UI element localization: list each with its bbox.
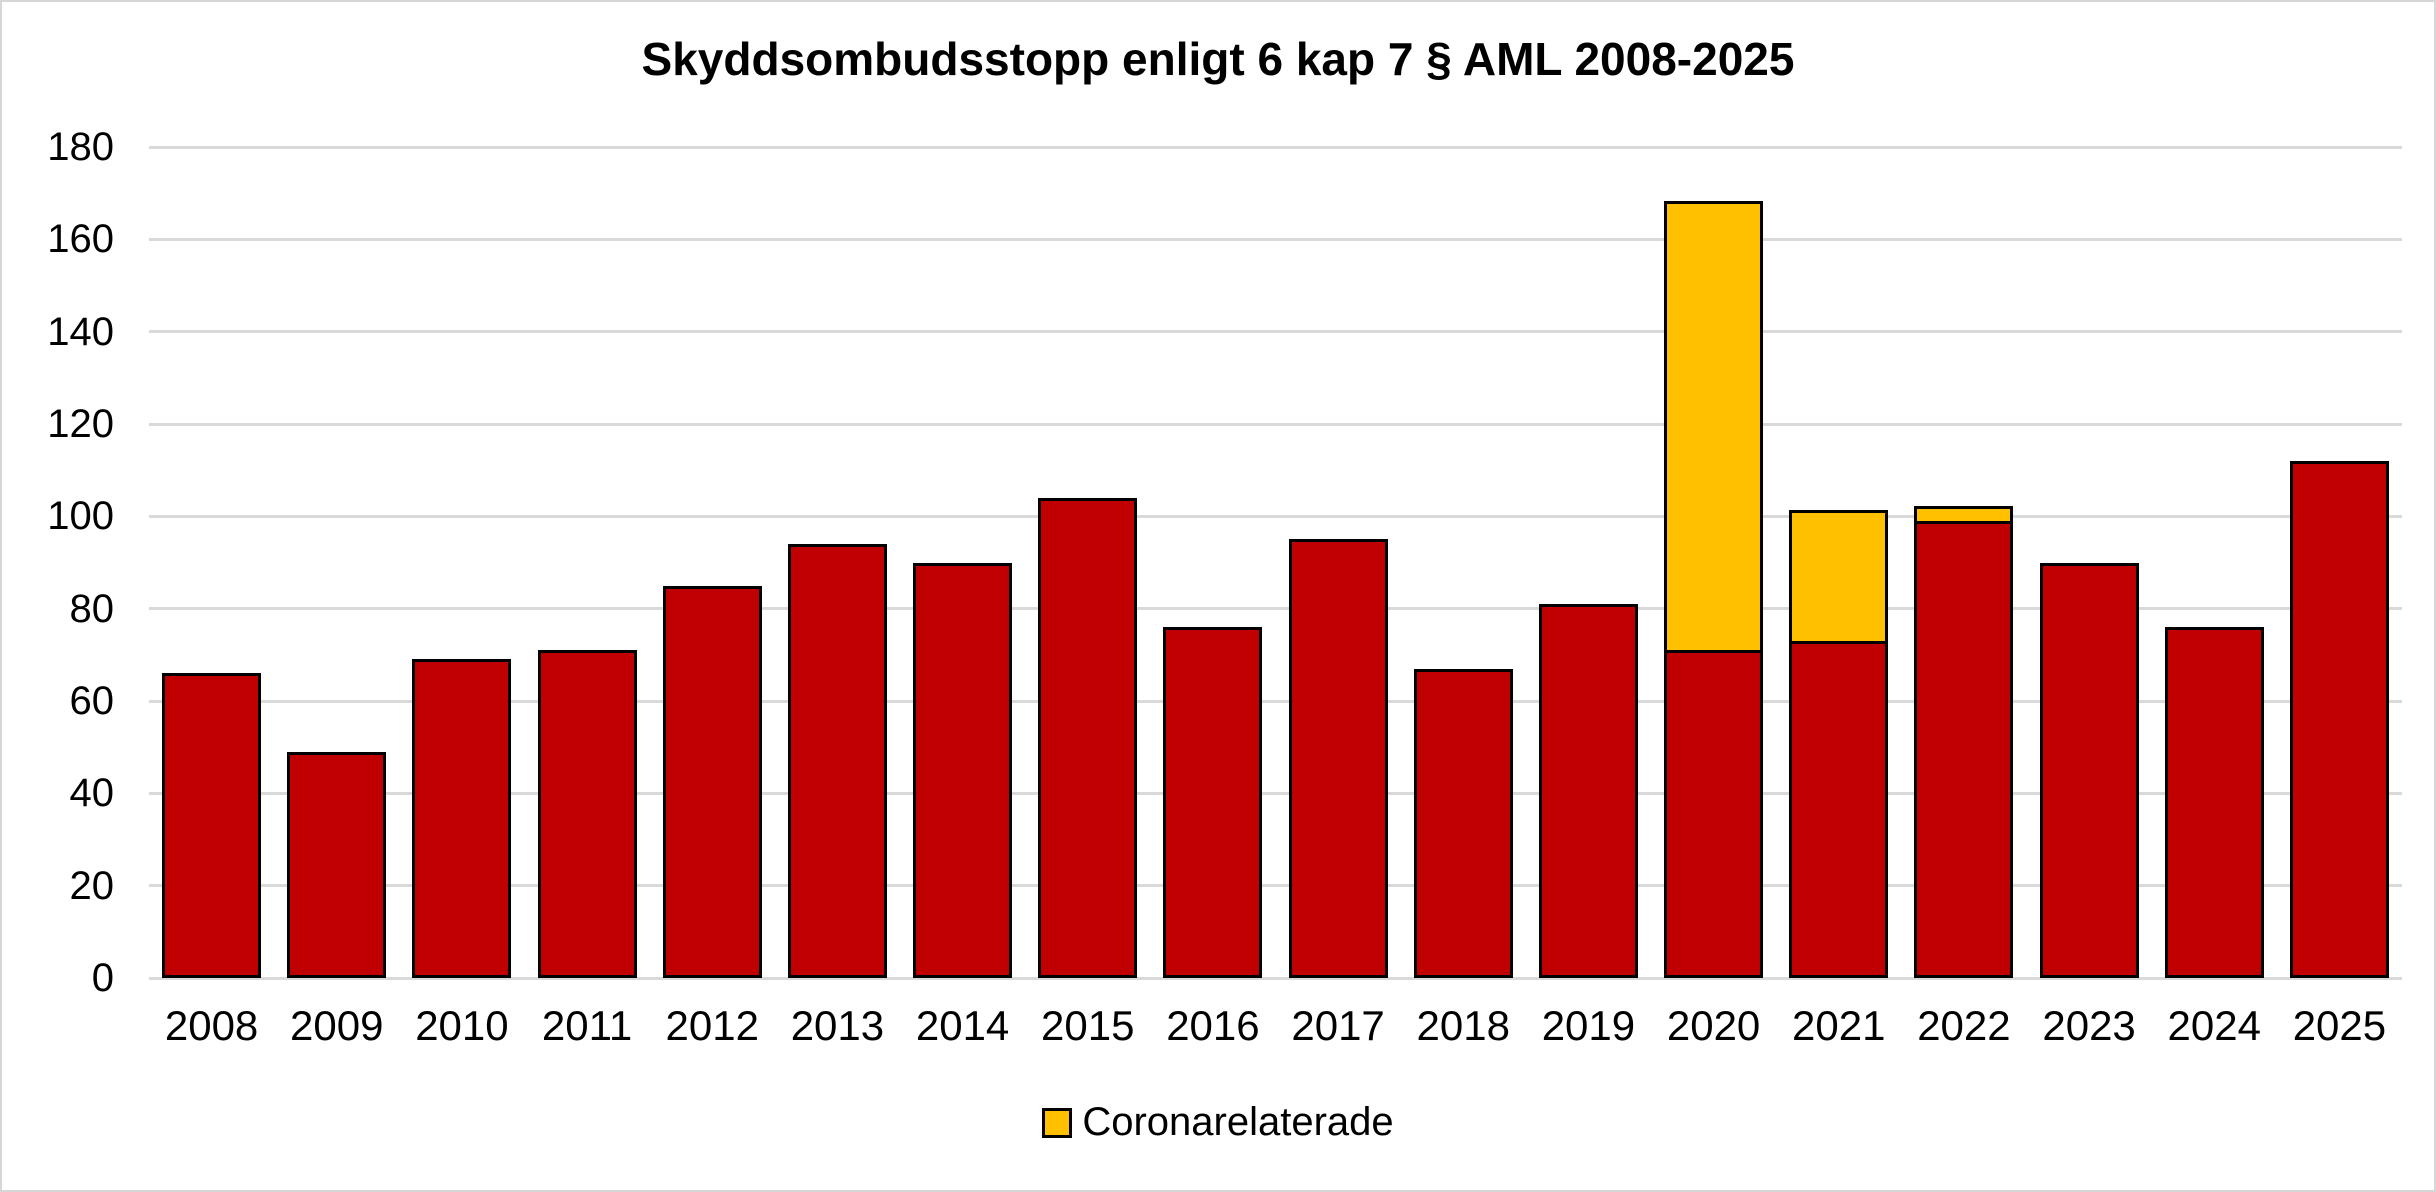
x-axis-tick-labels: 2008 2009 2010 2011 2012 2013 2014 2015 2016 2017… <box>149 1002 2402 1062</box>
bar-2016 <box>1163 627 1263 978</box>
bar-2011 <box>537 650 637 978</box>
bar-2015-ordinary-segment <box>1038 498 1138 978</box>
gridline-80 <box>149 607 2402 611</box>
chart-title: Skyddsombudsstopp enligt 6 kap 7 § AML 2… <box>641 33 1795 85</box>
bar-2012 <box>662 586 762 978</box>
bar-2016-ordinary-segment <box>1163 627 1263 978</box>
bar-2012-ordinary-segment <box>662 586 762 978</box>
y-tick-label-80: 80 <box>69 586 115 631</box>
x-axis-label-2011: 2011 <box>541 1002 633 1049</box>
y-tick-label-0: 0 <box>91 956 114 1000</box>
bar-2021-corona-segment <box>1789 510 1889 644</box>
x-axis-label-2021: 2021 <box>1792 1002 1886 1049</box>
x-axis-label-2008: 2008 <box>164 1002 259 1049</box>
x-axis-label-2016: 2016 <box>1166 1002 1260 1049</box>
x-axis-label-2014: 2014 <box>915 1002 1010 1049</box>
bar-2023-ordinary-segment <box>2039 563 2139 978</box>
gridline-0 <box>149 976 2402 980</box>
x-axis-label-2024: 2024 <box>2167 1002 2261 1049</box>
y-tick-label-40: 40 <box>69 771 115 816</box>
legend-label: Coronarelaterade <box>1082 1100 1394 1144</box>
x-axis-label-2010: 2010 <box>415 1002 509 1049</box>
bar-2022 <box>1914 506 2014 978</box>
x-axis-label-2025: 2025 <box>2292 1002 2387 1049</box>
y-tick-label-120: 120 <box>47 402 114 446</box>
x-axis-label-2017: 2017 <box>1291 1002 1385 1049</box>
bar-2013-ordinary-segment <box>787 544 887 978</box>
x-axis-label-2020: 2020 <box>1666 1002 1761 1049</box>
legend-swatch-coronarelaterade <box>1042 1107 1073 1138</box>
gridline-40 <box>149 791 2402 795</box>
y-tick-label-160: 160 <box>47 217 114 262</box>
bar-2021-ordinary-segment <box>1789 641 1889 978</box>
bar-2018-ordinary-segment <box>1413 669 1513 978</box>
y-tick-label-140: 140 <box>47 309 114 354</box>
bar-2022-ordinary-segment <box>1914 521 2014 978</box>
bar-2024-ordinary-segment <box>2164 627 2264 978</box>
x-axis-label-2009: 2009 <box>290 1002 384 1049</box>
gridline-60 <box>149 699 2402 703</box>
bar-2020-ordinary-segment <box>1664 650 1764 978</box>
bar-2020-corona-segment <box>1664 201 1764 653</box>
x-axis-label-2019: 2019 <box>1541 1002 1636 1049</box>
bar-2017-ordinary-segment <box>1288 539 1388 978</box>
plot-area <box>149 145 2402 980</box>
bar-2021 <box>1789 510 1889 978</box>
bar-2010-ordinary-segment <box>412 659 512 978</box>
bar-2013 <box>787 544 887 978</box>
x-axis-label-2023: 2023 <box>2042 1002 2136 1049</box>
bar-2024 <box>2164 627 2264 978</box>
y-tick-label-60: 60 <box>69 679 115 723</box>
bar-2008 <box>162 673 262 978</box>
gridline-100 <box>149 514 2402 518</box>
bar-2014-ordinary-segment <box>913 563 1013 978</box>
y-tick-label-20: 20 <box>69 863 115 908</box>
bar-2009 <box>287 752 387 978</box>
legend: Coronarelaterade <box>2 1100 2434 1145</box>
bar-2023 <box>2039 563 2139 978</box>
x-axis-label-2022: 2022 <box>1917 1002 2011 1049</box>
bar-2008-ordinary-segment <box>162 673 262 978</box>
gridline-180 <box>149 145 2402 149</box>
bar-2017 <box>1288 539 1388 978</box>
x-axis-label-2015: 2015 <box>1041 1002 1135 1049</box>
bar-2025 <box>2289 461 2389 978</box>
gridline-120 <box>149 422 2402 426</box>
bar-2014 <box>913 563 1013 978</box>
y-tick-label-180: 180 <box>47 125 114 169</box>
x-axis-label-2018: 2018 <box>1416 1002 1510 1049</box>
gridline-160 <box>149 237 2402 241</box>
bar-2011-ordinary-segment <box>537 650 637 978</box>
y-axis-tick-labels: 0 20 40 60 80 100 120 140 160 180 <box>2 2 115 1190</box>
bar-2010 <box>412 659 512 978</box>
bar-2025-ordinary-segment <box>2289 461 2389 978</box>
gridline-140 <box>149 330 2402 334</box>
x-axis-label-2013: 2013 <box>790 1002 885 1049</box>
bar-2019-ordinary-segment <box>1538 604 1638 978</box>
bar-2019 <box>1538 604 1638 978</box>
bar-2018 <box>1413 669 1513 978</box>
bar-2020 <box>1664 201 1764 978</box>
gridline-20 <box>149 884 2402 888</box>
x-axis-label-2012: 2012 <box>665 1002 759 1049</box>
y-tick-label-100: 100 <box>47 494 114 539</box>
bar-2015 <box>1038 498 1138 978</box>
bar-2009-ordinary-segment <box>287 752 387 978</box>
